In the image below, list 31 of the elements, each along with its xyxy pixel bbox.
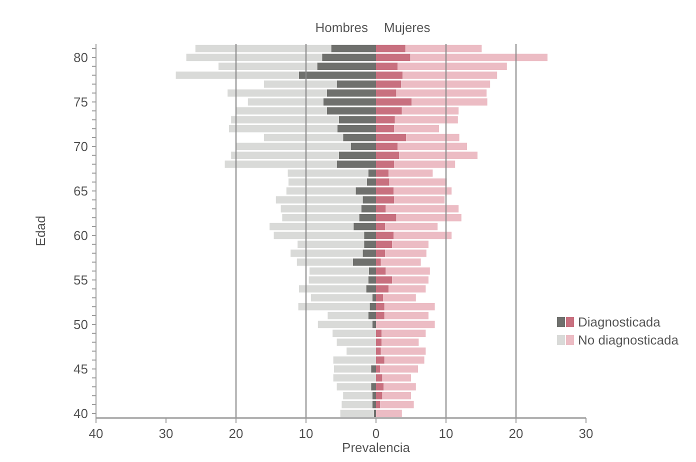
y-tick-label: 80 bbox=[74, 50, 88, 65]
legend-label: Diagnosticada bbox=[578, 314, 662, 330]
x-tick-label: 10 bbox=[438, 426, 454, 441]
bar bbox=[405, 44, 482, 52]
y-tick-label: 60 bbox=[74, 228, 88, 243]
y-tick-label: 75 bbox=[74, 94, 88, 110]
y-tick-label: 65 bbox=[74, 184, 88, 198]
x-axis-title: Prevalencia bbox=[342, 440, 411, 455]
x-tick-label: 40 bbox=[88, 426, 104, 441]
x-tick-label: 10 bbox=[298, 426, 314, 441]
y-axis-title: Edad bbox=[33, 216, 48, 246]
y-tick-label: 70 bbox=[74, 138, 88, 154]
text: Hombres bbox=[315, 20, 368, 35]
y-tick-label: 55 bbox=[74, 272, 88, 288]
x-tick-label: 20 bbox=[508, 426, 524, 441]
text: Mujeres bbox=[384, 20, 431, 35]
x-tick-label: 30 bbox=[158, 426, 174, 441]
bar bbox=[195, 44, 332, 52]
bar bbox=[376, 410, 402, 418]
bar bbox=[331, 44, 376, 52]
y-tick-label: 50 bbox=[74, 317, 88, 332]
x-tick-label: 30 bbox=[578, 426, 594, 441]
x-tick-label: 20 bbox=[228, 426, 244, 441]
bar bbox=[376, 44, 406, 52]
x-tick-label: 0 bbox=[372, 426, 380, 441]
bar bbox=[372, 320, 376, 328]
y-tick-label: 40 bbox=[74, 406, 88, 422]
bar bbox=[340, 410, 374, 418]
y-tick-label: 45 bbox=[74, 362, 88, 377]
bar bbox=[371, 365, 376, 373]
legend-label: No diagnosticada bbox=[578, 332, 680, 348]
